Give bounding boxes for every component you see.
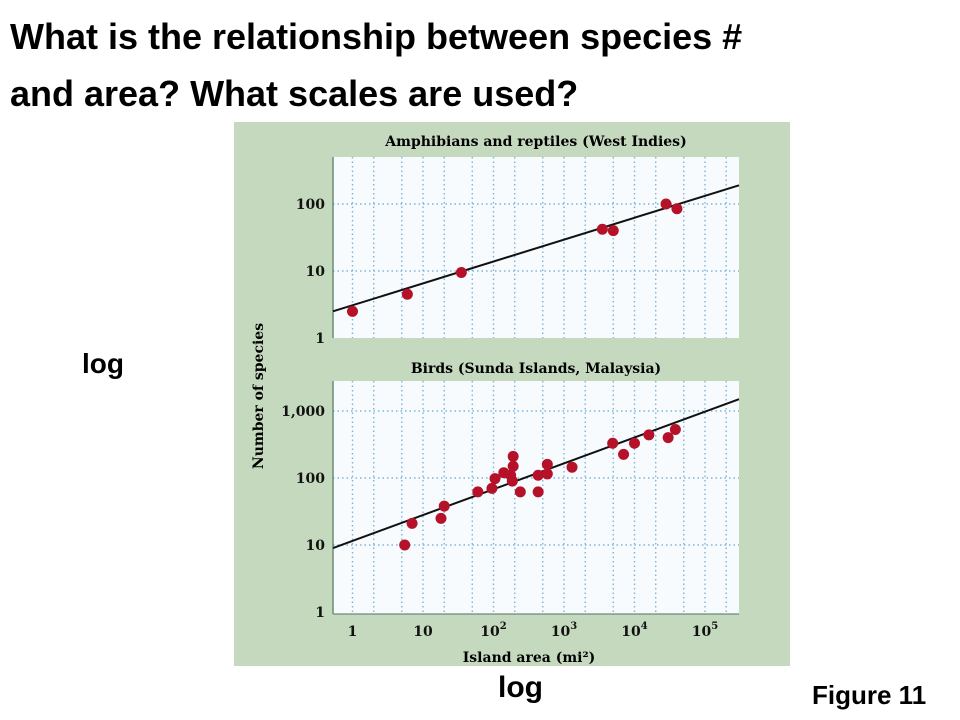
x-tick-label: 103 xyxy=(551,621,577,640)
birds-chart-title: Birds (Sunda Islands, Malaysia) xyxy=(411,361,661,377)
x-tick-label: 105 xyxy=(692,621,718,640)
y-tick-labels: 1 10 100 1 10 100 1,000 xyxy=(281,197,325,621)
birds-y-tick-label: 1,000 xyxy=(281,404,325,420)
x-axis-label: Island area (mi²) xyxy=(463,650,595,666)
y-scale-label: log xyxy=(82,348,124,379)
birds-data-point xyxy=(399,539,411,551)
birds-data-point xyxy=(662,432,674,444)
amphibians-data-point xyxy=(401,288,413,300)
slide-title-line-1: What is the relationship between species… xyxy=(10,16,743,57)
birds-data-point xyxy=(541,468,553,480)
birds-data-point xyxy=(566,461,578,473)
x-tick-label: 10 xyxy=(413,624,433,640)
amphibians-data-point xyxy=(596,223,608,235)
amphibians-y-tick-label: 100 xyxy=(296,197,325,213)
birds-data-point xyxy=(406,517,418,529)
birds-data-point xyxy=(435,512,447,524)
data-points xyxy=(347,198,683,551)
x-tick-label: 104 xyxy=(621,621,647,640)
birds-data-point xyxy=(629,437,640,449)
birds-data-point xyxy=(438,500,450,512)
slide-title: What is the relationship between species… xyxy=(10,8,940,122)
birds-data-point xyxy=(643,429,655,441)
amphibians-data-point xyxy=(671,203,683,215)
birds-y-tick-label: 1 xyxy=(315,605,325,621)
x-tick-labels: 1 10 102 103 104 105 xyxy=(348,621,719,640)
birds-y-tick-label: 100 xyxy=(296,471,325,487)
x-scale-label: log xyxy=(498,671,543,704)
amphibians-y-tick-label: 1 xyxy=(315,331,325,347)
birds-data-point xyxy=(507,460,519,472)
amphibians-fit-line xyxy=(332,184,740,313)
birds-data-point xyxy=(532,469,544,481)
birds-data-point xyxy=(486,482,498,494)
amphibians-data-point xyxy=(347,305,358,317)
birds-data-point xyxy=(472,486,484,498)
x-tick-label: 102 xyxy=(480,621,506,640)
birds-plot-area xyxy=(333,381,739,614)
x-tick-label: 1 xyxy=(348,624,358,640)
amphibians-y-tick-label: 10 xyxy=(306,264,326,280)
amphibians-chart-title: Amphibians and reptiles (West Indies) xyxy=(384,134,686,150)
birds-data-point xyxy=(507,450,519,462)
birds-data-point xyxy=(607,437,619,449)
birds-y-tick-label: 10 xyxy=(306,538,326,554)
y-axis-label: Number of species xyxy=(251,323,267,469)
amphibians-data-point xyxy=(660,198,672,210)
axes xyxy=(332,157,739,615)
birds-data-point xyxy=(514,486,526,498)
birds-data-point xyxy=(506,475,518,487)
birds-data-point xyxy=(618,448,630,460)
figure-label: Figure 11 xyxy=(812,680,927,710)
slide-title-line-2: and area? What scales are used? xyxy=(10,73,579,114)
birds-data-point xyxy=(541,458,553,470)
birds-data-point xyxy=(489,473,501,485)
birds-data-point xyxy=(532,486,544,498)
birds-data-point xyxy=(669,423,681,435)
amphibians-data-point xyxy=(607,225,619,237)
gridlines xyxy=(333,157,739,614)
amphibians-data-point xyxy=(455,266,467,278)
